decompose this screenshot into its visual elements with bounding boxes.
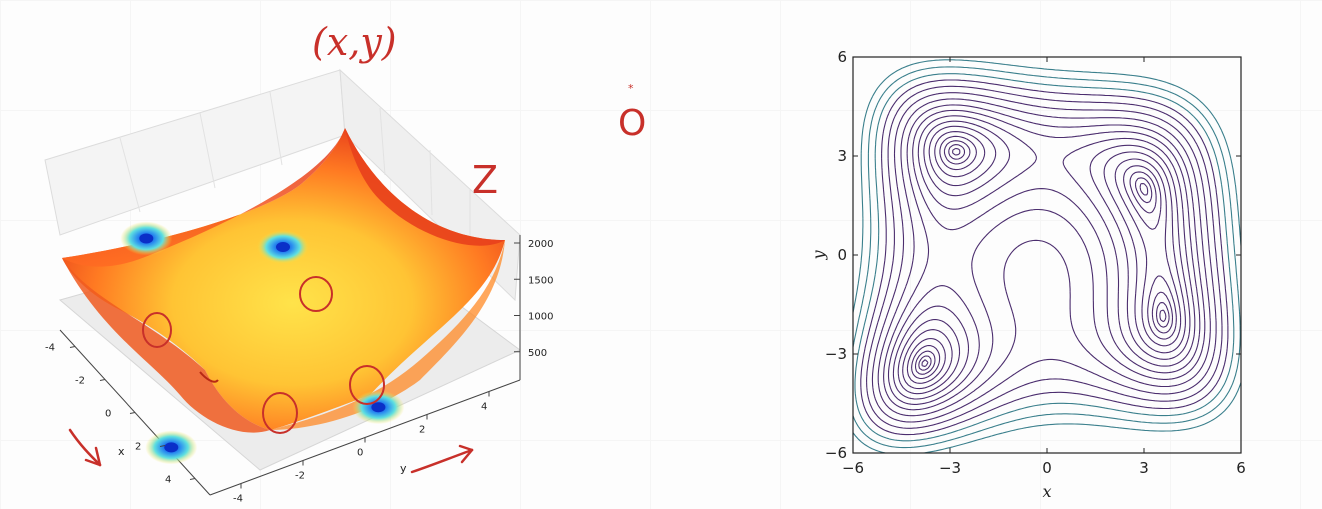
surface-z-tick: 1000 <box>528 312 553 323</box>
contour-y-tick: −3 <box>825 345 847 363</box>
surface-x-tick-mark <box>159 445 166 447</box>
y-axis-label: y <box>400 462 407 475</box>
surface-y-tick: 0 <box>357 448 363 459</box>
contour-level-line <box>860 79 1229 436</box>
surface-x-tick-mark <box>129 412 136 414</box>
contour-level-line <box>902 125 1186 390</box>
surface-x-tick-mark <box>189 478 196 480</box>
contour-level-line <box>883 104 1206 411</box>
contour-y-tick: 0 <box>837 246 847 264</box>
surface-x-tick-mark <box>99 379 106 381</box>
surface-minimum-core <box>371 402 386 413</box>
surface-x-tick: 2 <box>135 442 141 453</box>
contour-y-tick: 3 <box>837 147 847 165</box>
surface-x-tick: -2 <box>75 376 85 387</box>
contour-x-tick: −6 <box>842 459 864 477</box>
surface-minimum-core <box>164 442 179 453</box>
contour-plot: −6 −3 0 3 6 −6 −3 0 3 6 x y <box>809 48 1246 501</box>
contour-level-line <box>854 73 1235 442</box>
contour-x-label: x <box>1042 482 1051 501</box>
contour-level-line <box>892 115 1196 400</box>
surface-x-tick-mark <box>69 346 76 348</box>
surface-plot: -4 -2 0 2 4 -4 -2 0 2 4 500 1000 1500 2000 x y <box>44 68 553 505</box>
contour-y-tick: 6 <box>837 48 847 66</box>
surface-minimum-core <box>276 242 290 252</box>
surface-z-tick: 500 <box>528 348 547 359</box>
contour-y-label: y <box>809 250 828 261</box>
contour-x-tick: 6 <box>1236 459 1246 477</box>
surface-y-tick: -4 <box>233 494 243 505</box>
contour-level-line <box>887 109 1201 405</box>
contour-level-line <box>914 140 1174 375</box>
contour-y-tick: −6 <box>825 444 847 462</box>
contour-level-line <box>871 92 1217 423</box>
surface-y-tick: 2 <box>419 425 425 436</box>
contour-level-line <box>897 120 1191 395</box>
surface-z-tick: 1500 <box>528 275 553 286</box>
contour-level-line <box>877 98 1211 417</box>
contour-x-tick: 3 <box>1139 459 1149 477</box>
surface-y-tick: 4 <box>481 402 487 413</box>
contour-level-line <box>852 59 1242 454</box>
contour-level-line <box>918 144 1170 371</box>
surface-x-tick: 0 <box>105 409 111 420</box>
contour-lines <box>852 59 1242 454</box>
surface-y-tick: -2 <box>295 471 305 482</box>
contour-level-line <box>852 66 1241 449</box>
contour-x-tick: 0 <box>1042 459 1052 477</box>
contour-level-line <box>911 135 1177 380</box>
surface-x-tick: 4 <box>165 475 171 486</box>
contour-level-line <box>906 131 1182 384</box>
x-axis-label: x <box>118 445 125 458</box>
surface-x-tick: -4 <box>45 343 55 354</box>
contour-level-line <box>866 85 1223 429</box>
surface-minimum-core <box>139 233 154 244</box>
surface-z-tick: 2000 <box>528 239 553 250</box>
contour-x-tick: −3 <box>939 459 961 477</box>
contour-level-line <box>921 147 1167 367</box>
